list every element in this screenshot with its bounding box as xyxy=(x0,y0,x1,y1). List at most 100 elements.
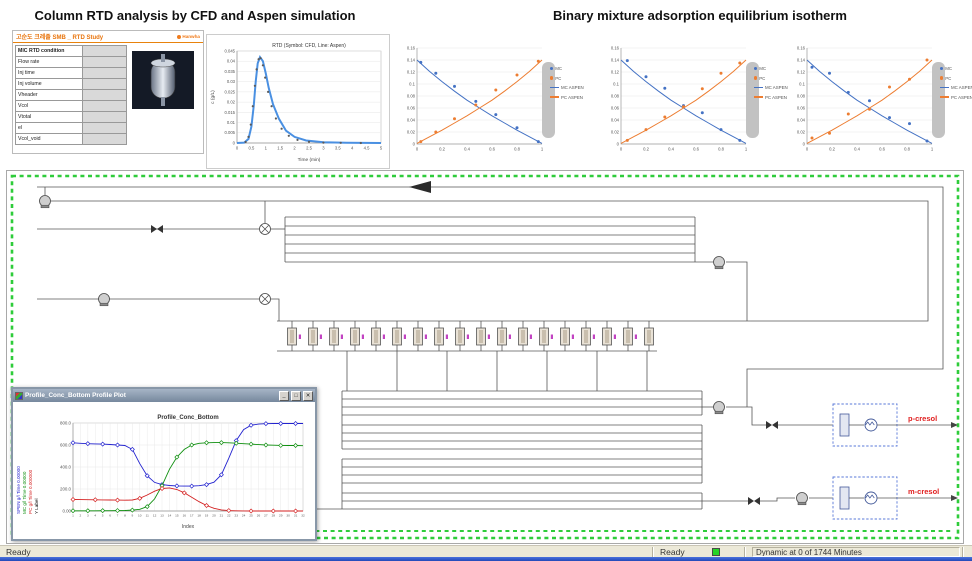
svg-text:25: 25 xyxy=(249,514,253,518)
svg-text:0.06: 0.06 xyxy=(797,105,806,110)
minimize-button[interactable]: _ xyxy=(279,390,289,401)
column-icon[interactable] xyxy=(644,327,654,346)
rtd-window-title: 고순도 크레졸 SMB _ RTD Study xyxy=(16,35,104,41)
svg-text:2.5: 2.5 xyxy=(306,146,312,151)
column-icon[interactable] xyxy=(518,327,528,346)
close-button[interactable]: ✕ xyxy=(303,390,313,401)
run-indicator-led xyxy=(712,548,720,556)
svg-text:17: 17 xyxy=(190,514,194,518)
column-icon[interactable] xyxy=(329,327,339,346)
pump-icon[interactable] xyxy=(713,401,725,415)
profile-window-title: Profile_Conc_Bottom Profile Plot xyxy=(25,392,126,399)
svg-text:24: 24 xyxy=(242,514,246,518)
isotherm-plot: 0 0.2 0.4 0.6 0.8 1 0 0.02 0.04 0.06 0.08 0.1 0.12 0.… xyxy=(786,42,936,165)
legend-item: PC xyxy=(550,76,584,81)
legend-line-marker xyxy=(550,96,559,98)
column-vessel-image xyxy=(132,51,194,145)
pump-icon[interactable] xyxy=(98,293,110,307)
value-cell[interactable] xyxy=(82,100,127,112)
aspen-flowsheet[interactable]: p-cresol m-cresol Profile_Conc_Bottom Pr… xyxy=(6,170,964,544)
svg-text:0.12: 0.12 xyxy=(797,69,806,74)
table-row: Inj volume xyxy=(15,78,127,90)
column-icon[interactable] xyxy=(287,327,297,346)
column-icon[interactable] xyxy=(539,327,549,346)
column-icon[interactable] xyxy=(623,327,633,346)
port-marker-icon xyxy=(508,334,511,339)
value-cell[interactable] xyxy=(82,45,127,57)
product-block-pcresol[interactable] xyxy=(832,403,898,447)
pump-icon[interactable] xyxy=(39,195,51,209)
port-marker-icon xyxy=(592,334,595,339)
flowsheet-canvas[interactable] xyxy=(7,171,963,543)
value-cell[interactable] xyxy=(82,56,127,68)
svg-text:0.08: 0.08 xyxy=(611,93,620,98)
column-icon[interactable] xyxy=(308,327,318,346)
value-cell[interactable] xyxy=(82,67,127,79)
flowsheet-boundary xyxy=(10,174,960,540)
valve-icon[interactable] xyxy=(766,421,778,429)
label-cell: Vtotal xyxy=(15,111,83,123)
profile-plot-window[interactable]: Profile_Conc_Bottom Profile Plot _ □ ✕ S… xyxy=(11,387,317,541)
pump-icon[interactable] xyxy=(796,492,808,506)
svg-text:0.2: 0.2 xyxy=(829,147,835,152)
column-icon[interactable] xyxy=(455,327,465,346)
svg-text:0.04: 0.04 xyxy=(797,117,806,122)
axis-series-label: PC g/l Time 0.000000 xyxy=(28,469,33,514)
column-icon[interactable] xyxy=(602,327,612,346)
redaction-box xyxy=(932,62,945,138)
dynamic-time-panel: Dynamic at 0 of 1744 Minutes xyxy=(752,547,960,557)
axis-series-label: MC g/l Time 0.00000 xyxy=(22,471,27,514)
svg-text:1: 1 xyxy=(931,147,934,152)
legend-line-marker xyxy=(754,96,763,98)
svg-text:21: 21 xyxy=(220,514,224,518)
legend-label: MC ASPEN xyxy=(561,85,584,90)
svg-text:0: 0 xyxy=(806,147,809,152)
svg-text:1: 1 xyxy=(265,146,268,151)
column-icon[interactable] xyxy=(560,327,570,346)
column-icon[interactable] xyxy=(371,327,381,346)
isotherm-plot: 0 0.2 0.4 0.6 0.8 1 0 0.02 0.04 0.06 0.08 0.1 0.12 0.… xyxy=(600,42,750,165)
column-icon[interactable] xyxy=(581,327,591,346)
legend-item: PC xyxy=(754,76,788,81)
mixer-icon[interactable] xyxy=(259,223,271,235)
svg-text:0.08: 0.08 xyxy=(407,93,416,98)
valve-icon[interactable] xyxy=(151,225,163,233)
pump-icon[interactable] xyxy=(713,256,725,270)
maximize-button[interactable]: □ xyxy=(291,390,301,401)
legend-line-marker xyxy=(754,86,763,89)
svg-text:0.8: 0.8 xyxy=(904,147,910,152)
status-divider xyxy=(962,547,964,557)
value-cell[interactable] xyxy=(82,89,127,101)
svg-text:0.005: 0.005 xyxy=(225,130,236,135)
column-icon[interactable] xyxy=(497,327,507,346)
column-icon[interactable] xyxy=(392,327,402,346)
legend-item: MC xyxy=(550,66,584,71)
column-icon[interactable] xyxy=(476,327,486,346)
valve-icon[interactable] xyxy=(748,497,760,505)
column-icon[interactable] xyxy=(413,327,423,346)
svg-text:0: 0 xyxy=(233,140,236,145)
svg-text:0.4: 0.4 xyxy=(854,147,860,152)
value-cell[interactable] xyxy=(82,78,127,90)
mixer-icon[interactable] xyxy=(259,293,271,305)
column-icon[interactable] xyxy=(350,327,360,346)
product-block-mcresol[interactable] xyxy=(832,476,898,520)
value-cell[interactable] xyxy=(82,133,127,145)
value-cell[interactable] xyxy=(82,111,127,123)
svg-text:0.8: 0.8 xyxy=(718,147,724,152)
svg-text:0.5: 0.5 xyxy=(248,146,254,151)
svg-text:1: 1 xyxy=(72,514,74,518)
label-cell: Vcol xyxy=(15,100,83,112)
label-cell: Flow rate xyxy=(15,56,83,68)
svg-text:0.6: 0.6 xyxy=(489,147,495,152)
hanwha-logo: Hanwha xyxy=(177,34,200,39)
svg-text:0.16: 0.16 xyxy=(797,45,806,50)
svg-text:4: 4 xyxy=(94,514,96,518)
profile-window-titlebar[interactable]: Profile_Conc_Bottom Profile Plot _ □ ✕ xyxy=(13,389,315,402)
svg-text:800.0: 800.0 xyxy=(60,421,72,426)
value-cell[interactable] xyxy=(82,122,127,134)
logo-icon xyxy=(177,34,182,39)
svg-text:0: 0 xyxy=(620,147,623,152)
column-icon[interactable] xyxy=(434,327,444,346)
table-header-row: MIC RTD condition xyxy=(15,45,127,57)
